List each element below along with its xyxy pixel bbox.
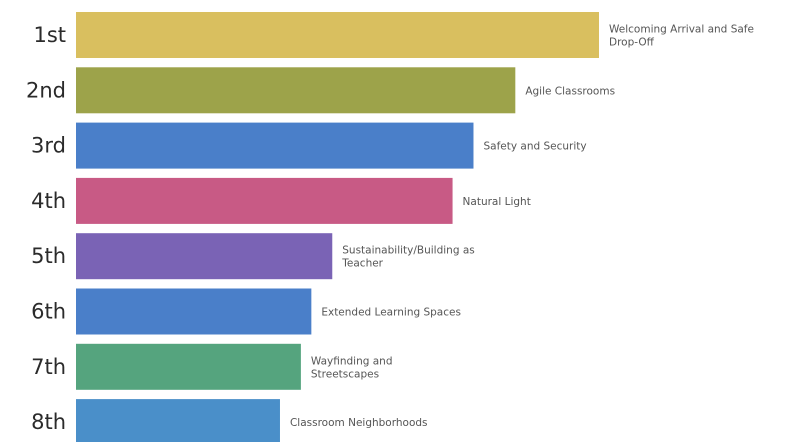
rank-label-6: 6th xyxy=(31,300,66,324)
bar-7 xyxy=(76,343,301,390)
bar-label-line: Safety and Security xyxy=(483,141,586,153)
bar-label-6: Extended Learning Spaces xyxy=(321,307,461,319)
bar-label-5: Sustainability/Building as Teacher xyxy=(341,245,474,270)
bar-label-line: Drop-Off xyxy=(609,37,655,49)
bar-2 xyxy=(76,67,516,114)
rank-label-4: 4th xyxy=(31,189,66,213)
bar-label-line: Classroom Neighborhoods xyxy=(290,417,428,429)
bar-label-line: Sustainability/Building as xyxy=(342,245,474,257)
rank-label-5: 5th xyxy=(31,244,66,268)
bar-label-3: Safety and Security xyxy=(483,141,586,153)
rank-label-1: 1st xyxy=(33,23,66,47)
rank-label-8: 8th xyxy=(31,410,66,434)
bar-label-8: Classroom Neighborhoods xyxy=(290,417,428,429)
bar-label-line: Wayfinding and xyxy=(311,355,393,367)
bar-5 xyxy=(76,233,333,280)
bar-label-line: Natural Light xyxy=(463,196,531,208)
bar-label-line: Agile Classrooms xyxy=(525,85,615,97)
rank-label-7: 7th xyxy=(31,355,66,379)
bar-label-line: Streetscapes xyxy=(311,368,379,380)
bar-label-line: Welcoming Arrival and Safe xyxy=(609,24,754,36)
bar-label-4: Natural Light xyxy=(463,196,531,208)
bar-3 xyxy=(76,122,474,169)
bar-label-line: Extended Learning Spaces xyxy=(321,307,461,319)
bar-label-1: Welcoming Arrival and Safe Drop-Off xyxy=(609,24,754,49)
bar-4 xyxy=(76,177,453,224)
bar-label-line: Teacher xyxy=(341,258,383,270)
bar-label-2: Agile Classrooms xyxy=(525,85,615,97)
bar-8 xyxy=(76,399,280,442)
bar-label-7: Wayfinding and Streetscapes xyxy=(311,355,393,380)
rank-label-2: 2nd xyxy=(26,78,66,102)
bar-6 xyxy=(76,288,312,335)
bar-1 xyxy=(76,12,599,58)
rank-label-3: 3rd xyxy=(31,134,66,158)
